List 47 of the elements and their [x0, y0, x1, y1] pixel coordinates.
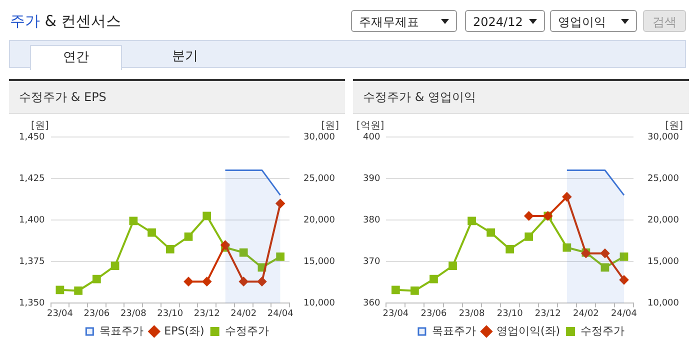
- x-tick-label: 23/12: [534, 308, 561, 319]
- y2-tick-label: 10,000: [648, 298, 680, 309]
- y2-axis-title: [원]: [321, 120, 340, 132]
- legend-label: 수정주가: [224, 324, 269, 338]
- y-tick-label: 390: [362, 174, 380, 184]
- y-tick-label: 1,425: [19, 174, 45, 184]
- y-tick-label: 360: [362, 298, 380, 309]
- x-tick-label: 23/08: [458, 308, 486, 319]
- y-tick-label: 1,375: [19, 256, 45, 267]
- legend-label: 수정주가: [580, 324, 625, 338]
- y-tick-label: 1,350: [19, 298, 46, 309]
- legend-label: 영업이익(좌): [496, 324, 560, 338]
- chart-title: 수정주가 & 영업이익: [353, 81, 689, 114]
- y2-tick-label: 25,000: [648, 174, 680, 184]
- x-tick-label: 24/04: [267, 308, 294, 319]
- y-axis-title: [원]: [30, 120, 49, 132]
- y-tick-label: 1,450: [19, 132, 46, 142]
- y-axis-title: [억원]: [356, 120, 384, 132]
- x-tick-label: 24/02: [572, 308, 599, 319]
- x-tick-label: 23/10: [496, 308, 524, 319]
- y-tick-label: 400: [362, 132, 380, 142]
- y2-tick-label: 25,000: [304, 174, 336, 184]
- y2-tick-label: 30,000: [648, 132, 680, 142]
- x-tick-label: 23/10: [157, 308, 184, 319]
- y-tick-label: 1,400: [19, 215, 46, 226]
- y2-tick-label: 30,000: [304, 132, 336, 142]
- y-tick-label: 380: [362, 215, 380, 226]
- chart-title: 수정주가 & EPS: [9, 81, 345, 114]
- y2-tick-label: 20,000: [304, 215, 336, 226]
- legend-label: 목표주가: [100, 324, 144, 338]
- x-tick-label: 23/04: [46, 308, 74, 319]
- x-tick-label: 23/04: [382, 308, 409, 319]
- y2-axis-title: [원]: [665, 120, 684, 132]
- y2-tick-label: 15,000: [648, 256, 680, 267]
- x-tick-label: 23/06: [420, 308, 447, 319]
- y-tick-label: 370: [362, 256, 380, 267]
- y2-tick-label: 15,000: [304, 256, 336, 267]
- x-tick-label: 23/08: [120, 308, 147, 319]
- y2-tick-label: 10,000: [304, 298, 336, 309]
- x-tick-label: 24/02: [230, 308, 257, 319]
- legend-label: EPS(좌): [164, 324, 204, 338]
- y2-tick-label: 20,000: [648, 215, 680, 226]
- text: 주가 & 컨센서스: [10, 12, 122, 31]
- x-tick-label: 23/06: [84, 308, 110, 319]
- x-tick-label: 23/12: [194, 308, 220, 319]
- legend-label: 목표주가: [432, 324, 476, 338]
- x-tick-label: 24/04: [611, 308, 638, 319]
